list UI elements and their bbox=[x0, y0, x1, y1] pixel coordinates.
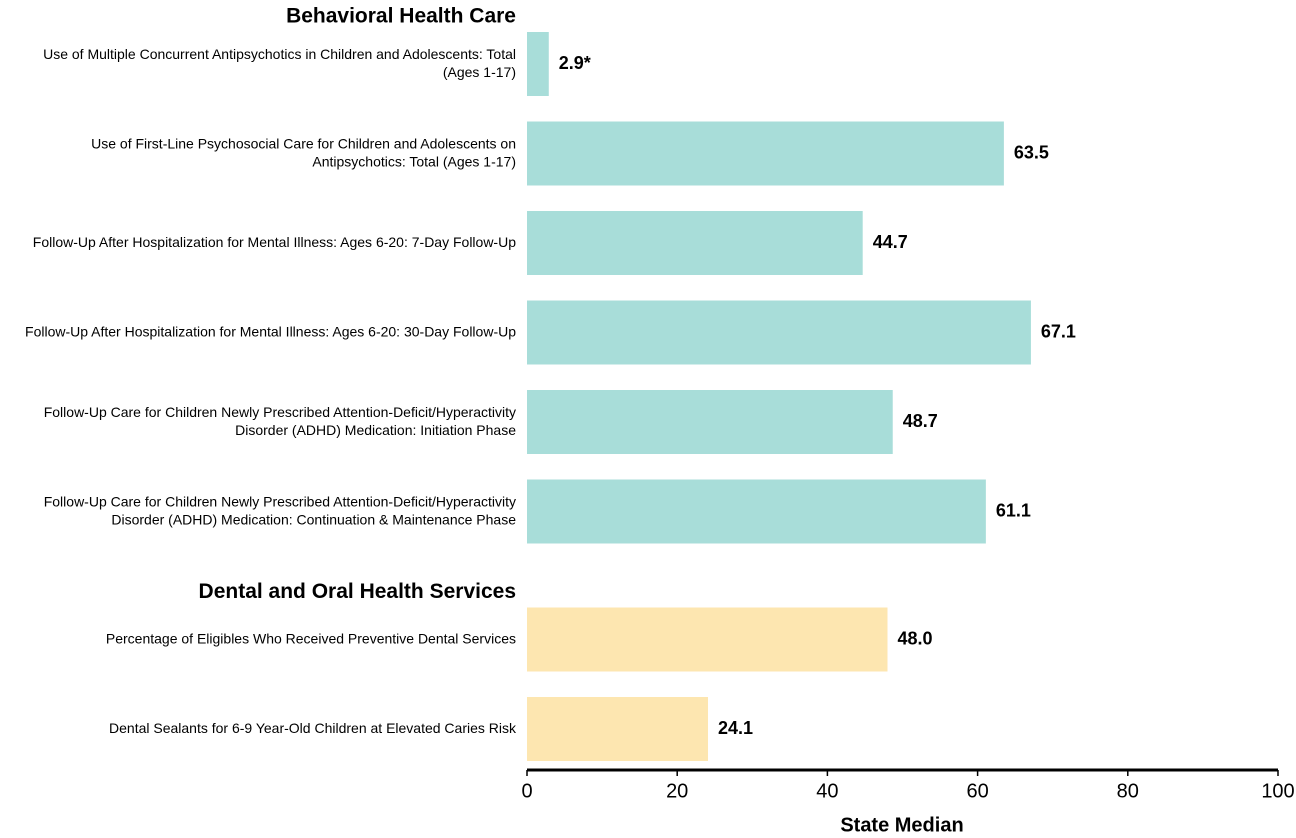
x-tick-label: 0 bbox=[521, 780, 532, 802]
value-label: 63.5 bbox=[1014, 142, 1049, 162]
category-label: Use of Multiple Concurrent Antipsychotic… bbox=[43, 46, 516, 80]
bar bbox=[527, 479, 986, 544]
group-heading: Behavioral Health Care bbox=[286, 5, 516, 28]
x-tick-label: 40 bbox=[816, 780, 838, 802]
value-label: 44.7 bbox=[873, 232, 908, 252]
x-tick-label: 60 bbox=[966, 780, 988, 802]
bar bbox=[527, 32, 549, 96]
bar bbox=[527, 211, 863, 275]
value-label: 48.7 bbox=[903, 411, 938, 431]
bar bbox=[527, 121, 1004, 186]
value-label: 2.9* bbox=[559, 53, 591, 73]
bar bbox=[527, 300, 1031, 365]
category-label: Percentage of Eligibles Who Received Pre… bbox=[106, 630, 516, 646]
x-axis-label: State Median bbox=[840, 814, 963, 836]
group-heading: Dental and Oral Health Services bbox=[199, 580, 516, 603]
x-tick-label: 20 bbox=[666, 780, 688, 802]
value-label: 67.1 bbox=[1041, 321, 1076, 341]
bar bbox=[527, 697, 708, 761]
bar bbox=[527, 607, 888, 672]
category-label: Follow-Up Care for Children Newly Prescr… bbox=[44, 404, 516, 438]
category-label: Follow-Up After Hospitalization for Ment… bbox=[25, 323, 516, 339]
category-label: Dental Sealants for 6-9 Year-Old Childre… bbox=[109, 720, 517, 736]
x-tick-label: 100 bbox=[1261, 780, 1294, 802]
x-tick-label: 80 bbox=[1117, 780, 1139, 802]
value-label: 61.1 bbox=[996, 500, 1031, 520]
bar bbox=[527, 390, 893, 454]
category-label: Follow-Up Care for Children Newly Prescr… bbox=[44, 493, 516, 527]
category-label: Use of First-Line Psychosocial Care for … bbox=[91, 135, 516, 169]
category-label: Follow-Up After Hospitalization for Ment… bbox=[33, 234, 516, 250]
value-label: 24.1 bbox=[718, 718, 753, 738]
value-label: 48.0 bbox=[897, 628, 932, 648]
